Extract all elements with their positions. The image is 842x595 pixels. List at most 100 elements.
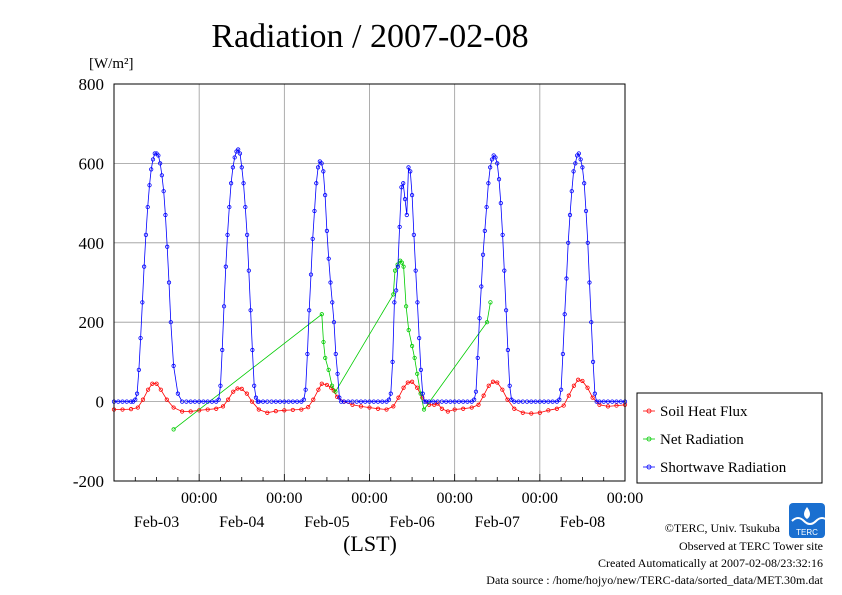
soil-heat-flux-point bbox=[299, 407, 304, 412]
shortwave-radiation-point bbox=[475, 355, 480, 361]
shortwave-radiation-point bbox=[290, 399, 295, 404]
shortwave-radiation-point bbox=[156, 153, 161, 158]
logo-drop-icon bbox=[804, 507, 810, 519]
shortwave-radiation-point bbox=[133, 397, 138, 402]
net-radiation-point bbox=[404, 304, 409, 309]
shortwave-radiation-point bbox=[252, 383, 257, 388]
net-radiation-point bbox=[321, 339, 326, 345]
shortwave-radiation-point bbox=[253, 395, 259, 400]
soil-heat-flux-point bbox=[282, 408, 287, 413]
soil-heat-flux-point bbox=[452, 407, 457, 412]
net-radiation-point bbox=[326, 367, 331, 372]
net-radiation-point bbox=[171, 427, 176, 432]
soil-heat-flux-point bbox=[135, 405, 140, 410]
shortwave-radiation-point bbox=[597, 399, 602, 404]
shortwave-radiation-point bbox=[495, 161, 500, 166]
shortwave-radiation-point bbox=[166, 280, 172, 285]
shortwave-radiation-point bbox=[424, 399, 429, 404]
shortwave-radiation-point bbox=[500, 232, 505, 237]
x-axis-ticks: 00:00Feb-0300:00Feb-0400:00Feb-0500:00Fe… bbox=[134, 474, 643, 531]
legend-box bbox=[636, 392, 823, 484]
shortwave-radiation-point bbox=[273, 399, 278, 404]
shortwave-radiation-line bbox=[271, 160, 353, 402]
x-tick-time-label: 00:00 bbox=[181, 490, 217, 507]
net-radiation-point bbox=[392, 268, 398, 273]
shortwave-radiation-point bbox=[435, 399, 440, 404]
soil-heat-flux-point bbox=[226, 397, 231, 402]
shortwave-radiation-point bbox=[216, 397, 221, 402]
shortwave-radiation-point bbox=[486, 181, 491, 186]
shortwave-radiation-point bbox=[305, 351, 310, 357]
legend-label-shortwave-radiation: Shortwave Radiation bbox=[660, 460, 787, 476]
shortwave-radiation-point bbox=[452, 399, 457, 404]
net-radiation-point bbox=[319, 312, 324, 317]
shortwave-radiation-point bbox=[246, 268, 251, 273]
soil-heat-flux-point bbox=[566, 393, 571, 398]
shortwave-radiation-point bbox=[582, 181, 587, 186]
shortwave-radiation-point bbox=[504, 308, 509, 313]
soil-heat-flux-point bbox=[145, 387, 151, 392]
y-tick-label: 200 bbox=[79, 313, 105, 332]
shortwave-radiation-point bbox=[489, 157, 495, 162]
soil-heat-flux-point bbox=[500, 387, 505, 392]
soil-heat-flux-point bbox=[244, 391, 249, 396]
y-tick-label: 800 bbox=[79, 75, 105, 94]
shortwave-radiation-point bbox=[307, 308, 312, 313]
legend-marker-net-radiation bbox=[646, 436, 652, 442]
shortwave-radiation-point bbox=[143, 232, 149, 237]
shortwave-radiation-point bbox=[601, 399, 606, 404]
shortwave-radiation-point bbox=[363, 399, 368, 404]
shortwave-radiation-point bbox=[439, 399, 444, 404]
net-radiation-point bbox=[412, 355, 417, 361]
shortwave-radiation-point bbox=[301, 397, 306, 402]
shortwave-radiation-point bbox=[493, 155, 498, 160]
shortwave-radiation-point bbox=[209, 399, 215, 404]
x-tick-time-label: 00:00 bbox=[607, 490, 643, 507]
soil-heat-flux-point bbox=[164, 397, 169, 402]
shortwave-radiation-point bbox=[299, 399, 304, 404]
shortwave-radiation-point bbox=[323, 193, 328, 198]
shortwave-radiation-point bbox=[480, 252, 486, 257]
shortwave-radiation-point bbox=[465, 399, 470, 404]
shortwave-radiation-point bbox=[618, 399, 623, 404]
x-axis-title: (LST) bbox=[343, 531, 397, 556]
terc-logo: TERC bbox=[789, 503, 829, 538]
soil-heat-flux-point bbox=[235, 386, 240, 391]
shortwave-radiation-point bbox=[422, 399, 427, 404]
net-radiation-point bbox=[488, 300, 493, 305]
footer-observed: Observed at TERC Tower site bbox=[679, 539, 823, 553]
y-tick-label: 600 bbox=[79, 154, 105, 173]
soil-heat-flux-point bbox=[375, 406, 381, 411]
x-tick-date-label: Feb-08 bbox=[560, 514, 605, 531]
net-radiation-point bbox=[421, 407, 427, 412]
soil-heat-flux-point bbox=[367, 405, 372, 410]
soil-heat-flux-point bbox=[150, 381, 155, 386]
x-tick-date-label: Feb-07 bbox=[475, 514, 520, 531]
shortwave-radiation-point bbox=[567, 212, 573, 218]
logo-water-drop bbox=[789, 503, 825, 538]
shortwave-radiation-point bbox=[605, 399, 611, 404]
shortwave-radiation-point bbox=[397, 224, 402, 230]
shortwave-radiation-point bbox=[409, 193, 415, 198]
shortwave-radiation-point bbox=[136, 367, 141, 372]
shortwave-radiation-point bbox=[184, 399, 189, 404]
soil-heat-flux-point bbox=[495, 380, 500, 385]
shortwave-radiation-point bbox=[484, 204, 489, 210]
shortwave-radiation-point bbox=[205, 399, 210, 404]
shortwave-radiation-point bbox=[461, 399, 466, 404]
soil-heat-flux-point bbox=[580, 378, 585, 384]
shortwave-radiation-point bbox=[346, 399, 351, 404]
shortwave-radiation-point bbox=[566, 240, 571, 245]
legend: Soil Heat Flux Net Radiation Shortwave Rad… bbox=[636, 392, 823, 484]
shortwave-radiation-point bbox=[505, 347, 510, 353]
shortwave-radiation-point bbox=[390, 359, 395, 364]
net-radiation-point bbox=[323, 355, 328, 361]
net-radiation-line bbox=[173, 260, 491, 430]
shortwave-radiation-point bbox=[404, 212, 409, 218]
shortwave-radiation-point bbox=[282, 399, 287, 404]
soil-heat-flux-point bbox=[311, 397, 316, 402]
soil-heat-flux-point bbox=[469, 405, 474, 410]
soil-heat-flux-point bbox=[231, 389, 236, 394]
shortwave-radiation-point bbox=[140, 300, 145, 305]
soil-heat-flux-point bbox=[197, 408, 202, 413]
